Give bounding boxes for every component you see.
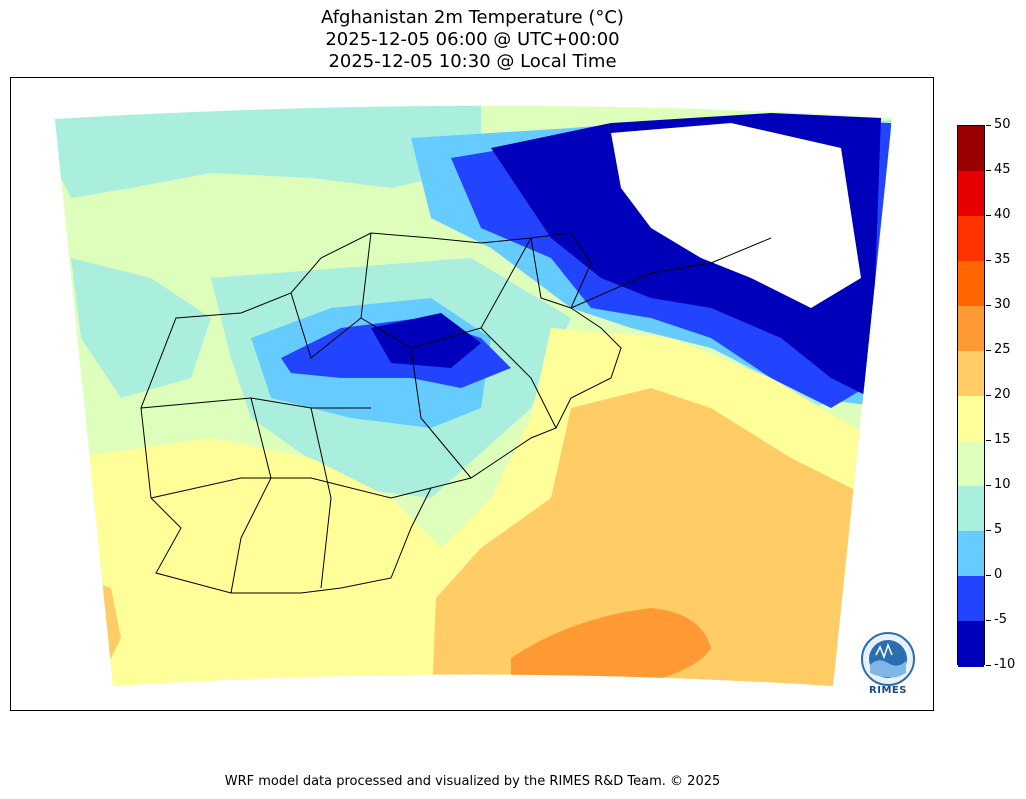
colorbar-tick	[986, 530, 991, 531]
province-line	[530, 237, 572, 309]
colorbar-tick	[986, 620, 991, 621]
field-5-10-north	[55, 105, 481, 198]
temperature-map	[55, 105, 892, 686]
colorbar-tick	[986, 485, 991, 486]
colorbar-segment	[958, 486, 984, 532]
colorbar-tick	[986, 350, 991, 351]
colorbar-segment	[958, 576, 984, 622]
colorbar-tick-label: 25	[994, 342, 1011, 357]
colorbar-tick-label: 50	[994, 117, 1011, 132]
rimes-logo-icon	[861, 632, 915, 686]
colorbar-tick-label: 10	[994, 477, 1011, 492]
colorbar-tick-label: 40	[994, 207, 1011, 222]
colorbar-segment	[958, 261, 984, 307]
colorbar-segment	[958, 126, 984, 172]
colorbar-segment	[958, 306, 984, 352]
colorbar-tick-label: 5	[994, 522, 1003, 537]
rimes-logo-text: RIMES	[869, 685, 907, 696]
colorbar-segment	[958, 351, 984, 397]
colorbar-tick	[986, 305, 991, 306]
province-line	[230, 397, 272, 594]
colorbar-tick-label: 0	[994, 567, 1003, 582]
colorbar-tick	[986, 215, 991, 216]
title-line-local-time: 2025-12-05 10:30 @ Local Time	[328, 51, 617, 72]
colorbar-segment	[958, 396, 984, 442]
colorbar-tick-label: 30	[994, 297, 1011, 312]
field-25-30	[511, 608, 711, 686]
province-line	[140, 397, 371, 409]
footer-credit: WRF model data processed and visualized …	[224, 774, 721, 789]
province-line	[480, 327, 557, 429]
colorbar	[957, 125, 985, 667]
country-border	[140, 232, 622, 594]
colorbar-segment	[958, 621, 984, 667]
province-line	[410, 347, 472, 479]
province-line	[290, 292, 362, 359]
colorbar-tick	[986, 440, 991, 441]
colorbar-segment	[958, 441, 984, 487]
colorbar-segment	[958, 216, 984, 262]
rimes-logo: RIMES	[856, 631, 920, 699]
colorbar-tick-label: -5	[994, 612, 1007, 627]
colorbar-tick	[986, 260, 991, 261]
map-title: Afghanistan 2m Temperature (°C) 2025-12-…	[10, 7, 935, 73]
field-below-minus5-central	[371, 313, 481, 368]
title-line-variable: Afghanistan 2m Temperature (°C)	[321, 7, 624, 28]
province-borders	[140, 232, 772, 594]
field-15-20-south	[71, 438, 441, 686]
colorbar-tick	[986, 170, 991, 171]
colorbar-segment	[958, 531, 984, 577]
colorbar-tick-label: 20	[994, 387, 1011, 402]
colorbar-tick-label: 15	[994, 432, 1011, 447]
colorbar-tick-label: -10	[994, 657, 1016, 672]
colorbar-tick	[986, 125, 991, 126]
colorbar-tick-label: 45	[994, 162, 1011, 177]
colorbar-tick-label: 35	[994, 252, 1011, 267]
colorbar-tick	[986, 395, 991, 396]
title-line-utc-time: 2025-12-05 06:00 @ UTC+00:00	[325, 29, 620, 50]
neighbor-border	[570, 237, 772, 309]
province-line	[150, 477, 432, 499]
colorbar-tick	[986, 575, 991, 576]
province-line	[310, 407, 332, 589]
field-5-10-west	[71, 258, 211, 398]
field-no-data	[611, 123, 861, 308]
field-20-25	[431, 388, 892, 686]
colorbar-segment	[958, 171, 984, 217]
map-frame	[10, 77, 934, 711]
temperature-fields	[55, 105, 892, 686]
colorbar-tick	[986, 665, 991, 666]
